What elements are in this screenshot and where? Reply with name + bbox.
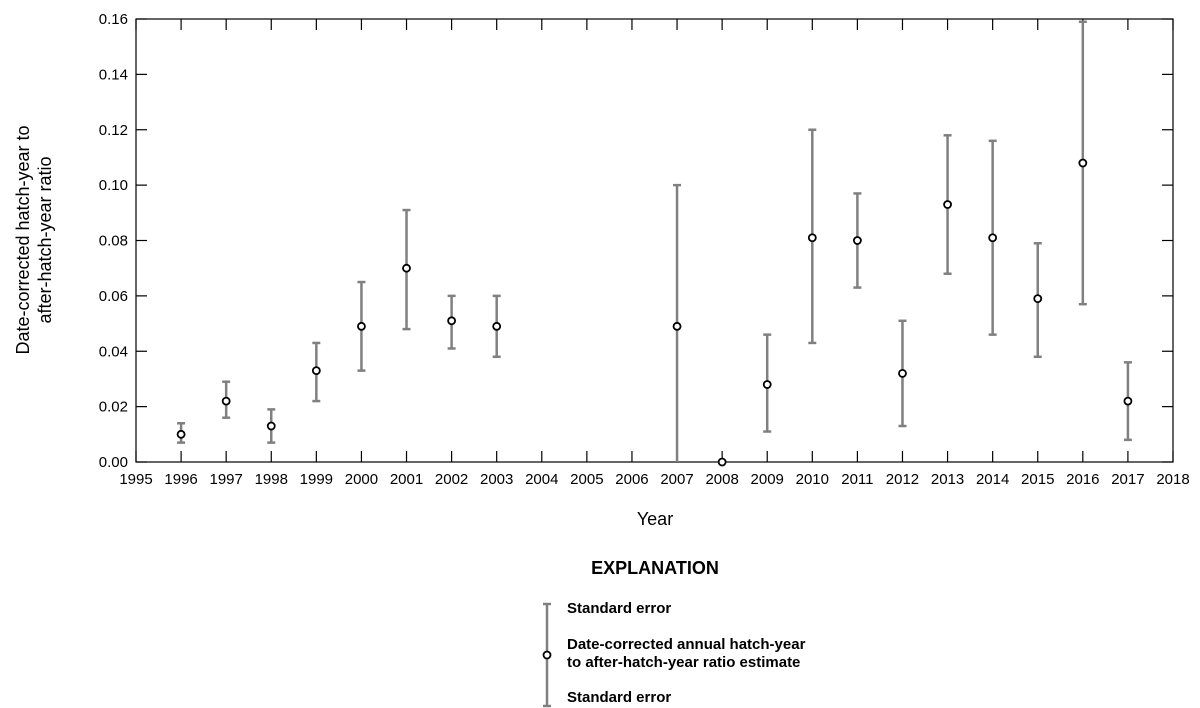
x-tick-label: 2004 [525, 471, 558, 488]
x-tick-label: 1999 [300, 471, 333, 488]
plot-frame [135, 18, 1174, 463]
error-bars [177, 20, 1132, 462]
data-point-2003 [492, 321, 502, 331]
y-axis-title: Date-corrected hatch-year to after-hatch… [13, 125, 55, 354]
y-tick-label: 0.10 [99, 177, 128, 194]
y-tick-label: 0.04 [99, 343, 128, 360]
data-point-2011 [852, 236, 862, 245]
y-axis-title-line-2: after-hatch-year ratio [35, 156, 55, 323]
x-tick-label: 2007 [660, 471, 693, 488]
data-point-2014 [988, 233, 998, 243]
x-tick-label: 2005 [570, 471, 603, 488]
y-tick-label: 0.06 [99, 288, 128, 305]
x-axis-title: Year [637, 509, 673, 529]
y-tick-label: 0.00 [99, 454, 128, 471]
y-tick-label: 0.14 [99, 66, 128, 83]
x-tick-label: 2000 [345, 471, 378, 488]
data-point-1997 [221, 396, 231, 406]
y-axis-title-line-1: Date-corrected hatch-year to [13, 125, 33, 354]
y-tick-label: 0.08 [99, 233, 128, 250]
legend-title: EXPLANATION [591, 558, 719, 578]
x-tick-label: 2008 [705, 471, 738, 488]
data-points [176, 158, 1133, 467]
x-tick-label: 2001 [390, 471, 423, 488]
x-tick-label: 1996 [164, 471, 197, 488]
data-point-1996 [176, 429, 186, 439]
y-tick-label: 0.02 [99, 399, 128, 416]
x-tick-label: 2012 [886, 471, 919, 488]
legend-point-marker [542, 650, 552, 660]
x-tick-label: 2015 [1021, 471, 1054, 488]
axis-tick-labels: 1995 1996 1997 1998 1999 2000 2001 2002 2003 2004… [99, 11, 1190, 488]
legend-lower-se-label: Standard error [567, 689, 671, 706]
x-tick-label: 1998 [255, 471, 288, 488]
x-tick-label: 2016 [1066, 471, 1099, 488]
x-tick-label: 2003 [480, 471, 513, 488]
data-point-2012 [898, 368, 907, 378]
data-point-1999 [311, 366, 321, 376]
data-point-2016 [1078, 158, 1088, 168]
data-point-2017 [1123, 396, 1133, 406]
x-tick-label: 2010 [796, 471, 829, 488]
x-tick-label: 2018 [1156, 471, 1189, 488]
x-tick-label: 2009 [751, 471, 784, 488]
legend-upper-se-label: Standard error [567, 600, 671, 617]
x-tick-label: 2006 [615, 471, 648, 488]
x-tick-label: 2014 [976, 471, 1009, 488]
data-point-2001 [402, 263, 411, 273]
legend: EXPLANATION Standard error Date-correcte… [542, 558, 806, 708]
data-point-2009 [762, 380, 772, 389]
data-point-2013 [943, 200, 952, 209]
x-tick-label: 1997 [209, 471, 242, 488]
data-point-2010 [807, 233, 817, 243]
legend-point-label-line-2: to after-hatch-year ratio estimate [567, 654, 800, 671]
x-tick-label: 2013 [931, 471, 964, 488]
x-tick-label: 2011 [841, 471, 873, 488]
data-point-2000 [357, 321, 366, 331]
x-tick-label: 2002 [435, 471, 468, 488]
y-tick-label: 0.12 [99, 122, 128, 139]
y-tick-label: 0.16 [99, 11, 128, 28]
x-tick-label: 1995 [119, 471, 152, 488]
data-point-2008 [717, 457, 727, 467]
data-point-2007 [672, 321, 682, 331]
data-point-1998 [266, 421, 276, 431]
x-tick-label: 2017 [1111, 471, 1144, 488]
data-point-2002 [447, 316, 457, 326]
data-point-2015 [1033, 294, 1043, 304]
legend-point-label-line-1: Date-corrected annual hatch-year [567, 636, 806, 653]
axis-ticks [135, 18, 1174, 463]
